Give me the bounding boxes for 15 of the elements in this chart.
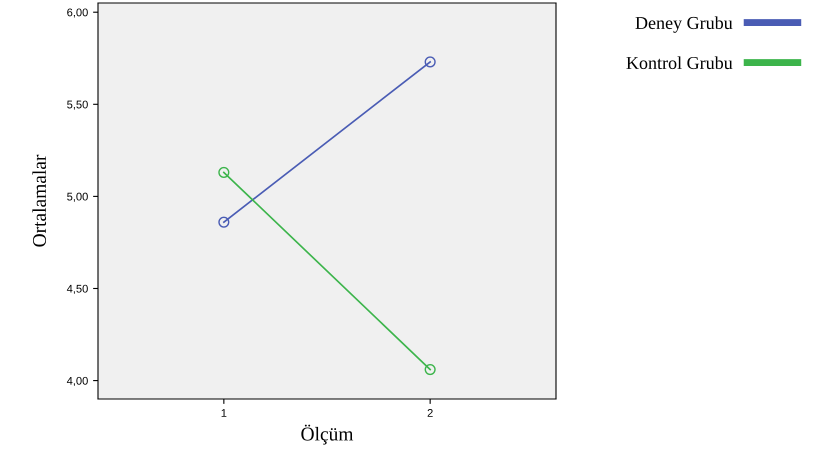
y-tick-label: 5,50 bbox=[67, 100, 88, 110]
point bbox=[424, 364, 436, 376]
y-tick-label: 6,00 bbox=[67, 8, 88, 18]
legend-label: Deney Grubu bbox=[635, 16, 732, 33]
x-axis-title: Ölçüm bbox=[301, 424, 354, 445]
point bbox=[424, 56, 436, 68]
x-tick-label: 1 bbox=[222, 409, 226, 417]
y-tick-label: 4,50 bbox=[66, 284, 88, 294]
legend-label: Kontrol Grubu bbox=[626, 56, 732, 70]
x-tick-label: 2 bbox=[428, 409, 433, 417]
y-tick-label: 4,00 bbox=[66, 376, 88, 386]
y-tick-label: 5,00 bbox=[67, 192, 88, 202]
point bbox=[218, 166, 230, 178]
point bbox=[218, 216, 230, 228]
y-axis-title: Ortalamalar bbox=[32, 154, 46, 247]
